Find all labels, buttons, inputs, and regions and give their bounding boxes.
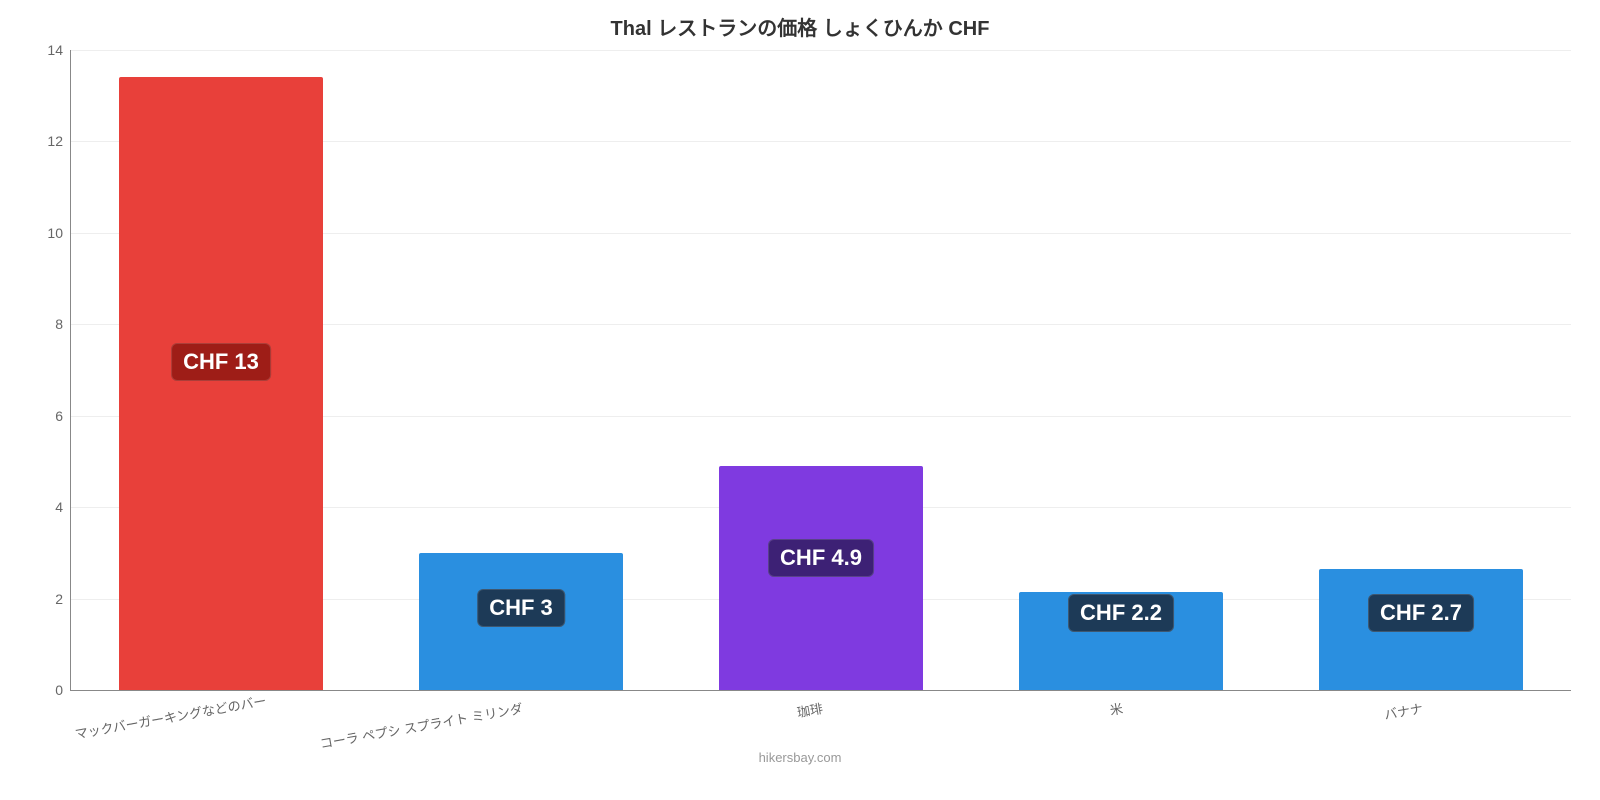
y-tick-label: 12 [47,133,63,149]
bar [119,77,323,690]
value-badge: CHF 13 [171,343,271,381]
gridline [71,50,1571,51]
plot-area: 02468101214CHF 13マックバーガーキングなどのバーCHF 3コーラ… [70,50,1571,691]
price-bar-chart: Thal レストランの価格 しょくひんか CHF 02468101214CHF … [0,0,1600,800]
y-tick-label: 8 [55,316,63,332]
x-tick-label: マックバーガーキングなどのバー [73,698,224,743]
y-tick-label: 4 [55,499,63,515]
y-tick-label: 10 [47,225,63,241]
value-badge: CHF 2.2 [1068,594,1174,632]
chart-title: Thal レストランの価格 しょくひんか CHF [0,12,1600,41]
y-tick-label: 6 [55,408,63,424]
y-tick-label: 2 [55,591,63,607]
bar [719,466,923,690]
y-tick-label: 14 [47,42,63,58]
value-badge: CHF 2.7 [1368,594,1474,632]
chart-attribution: hikersbay.com [0,750,1600,765]
value-badge: CHF 4.9 [768,539,874,577]
value-badge: CHF 3 [477,589,565,627]
y-tick-label: 0 [55,682,63,698]
